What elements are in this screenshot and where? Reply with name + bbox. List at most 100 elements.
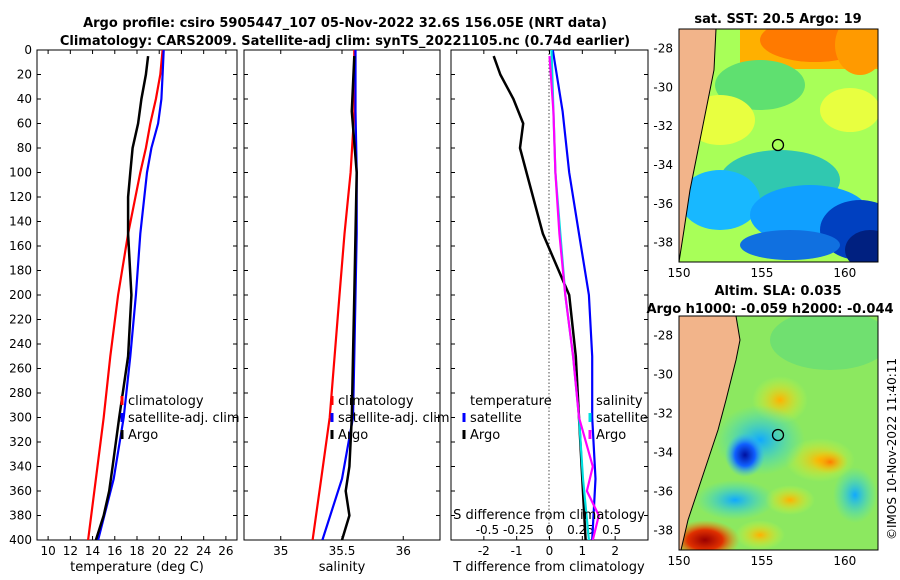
figure-title-line1: Argo profile: csiro 5905447_107 05-Nov-2…	[83, 16, 607, 31]
sla-map-title1: Altim. SLA: 0.035	[715, 284, 842, 299]
legend-label-s-satellite: satellite	[596, 411, 648, 426]
difference-legend: temperature satellite Argo salinity sate…	[462, 394, 648, 443]
temperature-profile-series-group	[94, 55, 150, 540]
imos-watermark: ©IMOS 10-Nov-2022 11:40:11	[885, 358, 899, 540]
sla-map-title2: Argo h1000: -0.059 h2000: -0.044	[646, 302, 893, 317]
depth-tick-label: 400	[9, 533, 32, 547]
salinity-profile-xtick-label: 36	[396, 544, 411, 558]
legend-title-temperature: temperature	[470, 394, 552, 409]
temperature-profile-xtick-label: 10	[40, 544, 55, 558]
temperature-profile-xtick-label: 22	[174, 544, 189, 558]
series-line-satellite-adj-clim	[97, 50, 165, 540]
sla-map-ytick-label: -36	[653, 485, 673, 499]
legend-label-satellite: satellite-adj. clim	[128, 411, 240, 426]
temperature-profile-xtick-label: 14	[85, 544, 100, 558]
s-difference-tick-label: -0.5	[476, 523, 499, 537]
difference-profile-xtick-label: -1	[511, 544, 523, 558]
legend-label-t-satellite: satellite	[470, 411, 522, 426]
sst-argo-location-marker	[771, 138, 785, 152]
sla-land	[679, 316, 741, 550]
depth-tick-label: 240	[9, 337, 32, 351]
sst-map-ytick-label: -38	[653, 236, 673, 250]
temperature-profile-xtick-label: 16	[107, 544, 122, 558]
figure-title-line2: Climatology: CARS2009. Satellite-adj cli…	[60, 34, 630, 49]
s-difference-tick-label: 0.5	[602, 523, 621, 537]
depth-tick-label: 260	[9, 362, 32, 376]
sst-map-ytick-label: -36	[653, 197, 673, 211]
legend-label-argo: Argo	[338, 428, 368, 443]
sst-map-xtick-label: 160	[833, 266, 856, 280]
temperature-legend: climatology satellite-adj. clim Argo	[120, 394, 240, 443]
depth-tick-label: 300	[9, 411, 32, 425]
depth-tick-label: 100	[9, 166, 32, 180]
depth-tick-label: 60	[17, 117, 32, 131]
sla-map-xtick-label: 160	[833, 554, 856, 568]
temperature-profile-xtick-label: 26	[218, 544, 233, 558]
difference-profile-xtick-label: 1	[579, 544, 587, 558]
sla-map-frame	[678, 315, 879, 551]
sst-map-xtick-label: 150	[668, 266, 691, 280]
legend-title-salinity: salinity	[596, 394, 643, 409]
s-difference-tick-label: -0.25	[503, 523, 534, 537]
depth-tick-label: 220	[9, 313, 32, 327]
legend-label-climatology: climatology	[128, 394, 204, 409]
depth-tick-label: 140	[9, 215, 32, 229]
sla-map-ytick-label: -32	[653, 407, 673, 421]
depth-tick-label: 360	[9, 484, 32, 498]
series-line-salinity-argo	[548, 56, 600, 540]
salinity-xlabel: salinity	[319, 560, 366, 575]
sla-map-ytick-label: -38	[653, 524, 673, 538]
temperature-profile-series-group	[87, 50, 164, 540]
depth-tick-label: 200	[9, 288, 32, 302]
sla-map-field	[679, 316, 878, 550]
salinity-profile-xtick-label: 35	[273, 544, 288, 558]
series-line-temperature-satellite	[551, 50, 597, 540]
depth-tick-label: 380	[9, 509, 32, 523]
depth-tick-label: 340	[9, 460, 32, 474]
sla-map-xtick-label: 150	[668, 554, 691, 568]
temperature-profile-xtick-label: 12	[63, 544, 78, 558]
legend-label-argo: Argo	[128, 428, 158, 443]
difference-profile-xtick-label: 2	[611, 544, 619, 558]
temperature-profile-xtick-label: 20	[152, 544, 167, 558]
sla-map-ytick-label: -28	[653, 329, 673, 343]
sst-map-ytick-label: -30	[653, 80, 673, 94]
depth-tick-label: 40	[17, 92, 32, 106]
sst-land	[679, 29, 717, 262]
depth-tick-label: 120	[9, 190, 32, 204]
series-line-climatology	[87, 50, 164, 540]
salinity-profile-series-group	[340, 56, 358, 540]
s-difference-xlabel: S difference from climatology	[453, 508, 645, 523]
sst-map-frame	[678, 28, 879, 263]
salinity-profile-xtick-label: 35.5	[329, 544, 356, 558]
depth-tick-label: 160	[9, 239, 32, 253]
legend-label-climatology: climatology	[338, 394, 414, 409]
s-difference-tick-label: 0	[546, 523, 554, 537]
sst-map-xtick-label: 155	[750, 266, 773, 280]
sla-map-xtick-label: 155	[750, 554, 773, 568]
legend-label-satellite: satellite-adj. clim	[338, 411, 450, 426]
sst-map-ytick-label: -32	[653, 119, 673, 133]
depth-tick-label: 80	[17, 141, 32, 155]
t-difference-xlabel: T difference from climatology	[452, 560, 645, 575]
salinity-plot-frame	[243, 49, 441, 541]
legend-label-t-argo: Argo	[470, 428, 500, 443]
depth-tick-label: 180	[9, 264, 32, 278]
depth-tick-label: 20	[17, 68, 32, 82]
sst-map-ytick-label: -34	[653, 158, 673, 172]
sla-map-ytick-label: -30	[653, 368, 673, 382]
legend-label-s-argo: Argo	[596, 428, 626, 443]
s-difference-tick-label: 0.25	[567, 523, 594, 537]
temperature-profile-xtick-label: 24	[196, 544, 211, 558]
difference-profile-series-group	[548, 56, 600, 540]
temperature-profile-series-group	[97, 50, 165, 540]
difference-plot-frame	[450, 49, 649, 541]
difference-profile-xtick-label: 0	[546, 544, 554, 558]
series-line-argo	[94, 55, 150, 540]
temperature-xlabel: temperature (deg C)	[70, 560, 204, 575]
depth-tick-label: 280	[9, 386, 32, 400]
sst-map-field	[679, 29, 878, 262]
depth-tick-label: 0	[24, 43, 32, 57]
depth-tick-label: 320	[9, 435, 32, 449]
